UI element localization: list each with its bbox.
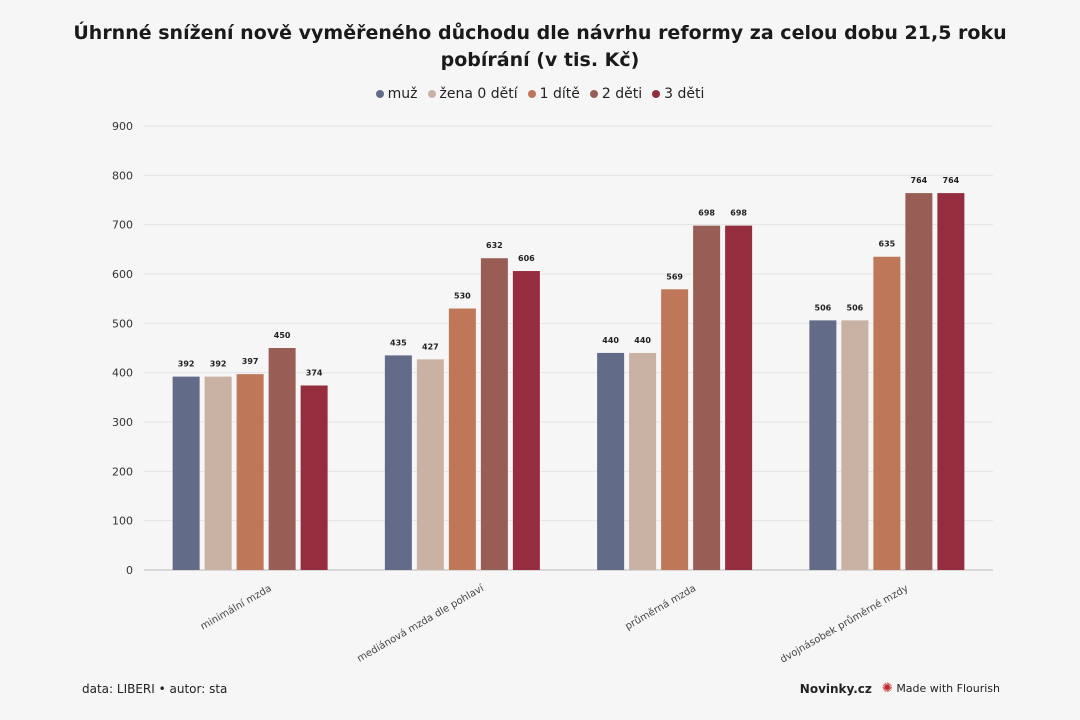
legend-label: 3 děti <box>664 86 705 102</box>
legend-item-2-deti[interactable]: 2 děti <box>589 86 643 102</box>
y-tick-label: 300 <box>112 416 133 429</box>
bar <box>725 225 753 571</box>
bar <box>480 258 508 570</box>
data-label: 632 <box>486 241 503 250</box>
bar <box>204 376 232 570</box>
bar <box>809 320 837 570</box>
legend: muž žena 0 dětí 1 dítě 2 děti 3 děti <box>0 86 1080 102</box>
data-label: 440 <box>634 336 651 345</box>
bar <box>172 376 200 570</box>
y-tick-label: 900 <box>112 120 133 133</box>
flourish-link[interactable]: ✺ Made with Flourish <box>882 681 1000 696</box>
y-tick-label: 700 <box>112 219 133 232</box>
bar <box>268 348 296 570</box>
y-tick-label: 400 <box>112 367 133 380</box>
legend-swatch <box>652 90 661 98</box>
x-tick-label: průměrná mzda <box>623 582 698 632</box>
bar <box>416 359 444 570</box>
bar <box>873 256 901 570</box>
flourish-label: Made with Flourish <box>896 682 1000 695</box>
bar <box>236 374 264 570</box>
footer-branding: Novinky.cz ✺ Made with Flourish <box>800 681 1000 696</box>
data-label: 569 <box>666 272 683 281</box>
x-tick-label: dvojnásobek průměrné mzdy <box>778 582 910 665</box>
data-label: 764 <box>911 176 928 185</box>
legend-item-muz[interactable]: muž <box>375 86 418 102</box>
data-label: 530 <box>454 292 471 301</box>
legend-label: muž <box>387 86 418 102</box>
bar <box>629 352 657 570</box>
x-tick-label: mediánová mzda dle pohlaví <box>355 582 487 665</box>
y-tick-label: 200 <box>112 465 133 478</box>
legend-label: 2 děti <box>601 86 643 102</box>
legend-swatch <box>427 90 436 98</box>
data-label: 374 <box>306 368 323 377</box>
bar <box>597 352 625 570</box>
x-tick-label: minimální mzda <box>198 582 273 632</box>
legend-swatch <box>375 90 384 98</box>
flourish-icon: ✺ <box>881 681 893 696</box>
data-label: 698 <box>698 209 715 218</box>
bar <box>937 193 965 571</box>
bar <box>905 193 933 571</box>
legend-label: 1 dítě <box>539 86 580 102</box>
data-label: 506 <box>815 303 832 312</box>
data-label: 698 <box>730 209 747 218</box>
data-label: 764 <box>943 176 960 185</box>
bar <box>384 355 412 570</box>
data-label: 440 <box>602 336 619 345</box>
legend-swatch <box>589 90 598 98</box>
bar <box>512 271 540 570</box>
data-label: 506 <box>847 303 864 312</box>
data-label: 397 <box>242 357 259 366</box>
bar <box>448 308 476 570</box>
y-tick-label: 600 <box>112 268 133 281</box>
chart-title: Úhrnné snížení nově vyměřeného důchodu d… <box>73 22 1007 71</box>
y-tick-label: 800 <box>112 169 133 182</box>
data-label: 635 <box>879 240 896 249</box>
data-label: 392 <box>178 360 195 369</box>
data-label: 450 <box>274 331 291 340</box>
source-note: data: LIBERI • autor: sta <box>82 682 228 696</box>
bar <box>841 320 869 570</box>
legend-item-3-deti[interactable]: 3 děti <box>652 86 704 102</box>
legend-swatch <box>527 90 536 98</box>
data-label: 392 <box>210 360 227 369</box>
data-label: 606 <box>518 254 535 263</box>
bar <box>693 225 721 571</box>
bar <box>300 385 328 570</box>
legend-item-zena[interactable]: žena 0 dětí <box>427 86 518 102</box>
y-tick-label: 500 <box>112 317 133 330</box>
legend-item-1-dite[interactable]: 1 dítě <box>527 86 580 102</box>
y-tick-label: 0 <box>126 564 133 577</box>
legend-label: žena 0 dětí <box>439 86 518 102</box>
bar <box>661 289 689 570</box>
data-label: 435 <box>390 338 407 347</box>
data-label: 427 <box>422 342 439 351</box>
y-tick-label: 100 <box>112 515 133 528</box>
brand-logo[interactable]: Novinky.cz <box>799 681 872 696</box>
